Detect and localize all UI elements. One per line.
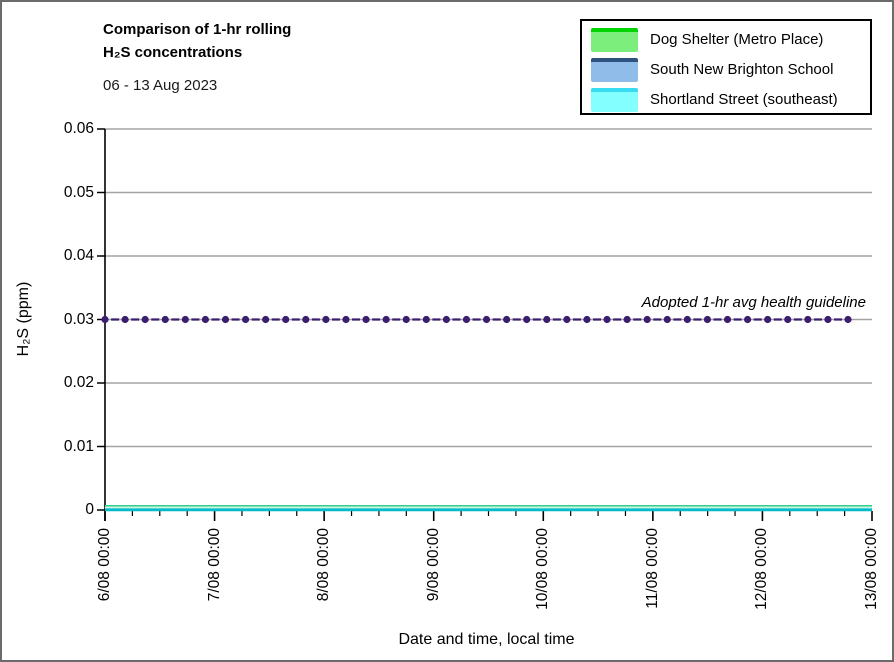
guideline-marker: [583, 315, 591, 324]
guideline-marker: [703, 315, 712, 324]
legend: Dog Shelter (Metro Place) South New Brig…: [580, 19, 872, 115]
legend-item: Dog Shelter (Metro Place): [591, 26, 870, 53]
guideline-marker: [723, 315, 732, 324]
guideline-marker: [382, 315, 390, 324]
guideline-marker: [663, 315, 671, 324]
guideline-marker: [503, 315, 511, 324]
guideline-marker: [523, 315, 531, 324]
x-tick-label: 7/08 00:00: [205, 528, 223, 602]
x-tick-label: 8/08 00:00: [315, 528, 333, 602]
guideline-marker: [322, 315, 330, 324]
legend-item: South New Brighton School: [591, 56, 870, 83]
guideline-marker: [804, 315, 812, 324]
legend-label: Shortland Street (southeast): [650, 91, 838, 108]
x-tick-label: 6/08 00:00: [96, 528, 113, 602]
guideline-marker: [683, 315, 691, 324]
y-tick-label: 0.02: [63, 374, 94, 391]
guideline-marker: [101, 315, 109, 324]
guideline-marker: [342, 315, 350, 324]
guideline-marker: [784, 315, 792, 324]
guideline-marker: [482, 315, 491, 324]
guideline-marker: [623, 315, 631, 324]
y-tick-label: 0: [85, 501, 94, 518]
guideline-marker: [141, 315, 149, 324]
y-tick-label: 0.06: [63, 120, 94, 137]
guideline-marker: [201, 315, 210, 324]
chart-date-range: 06 - 13 Aug 2023: [103, 77, 218, 94]
guideline-marker: [262, 315, 270, 324]
y-tick-label: 0.03: [63, 310, 94, 328]
x-axis-title: Date and time, local time: [398, 631, 575, 648]
legend-label: Dog Shelter (Metro Place): [650, 31, 824, 48]
guideline-marker: [563, 315, 571, 324]
chart-header: Comparison of 1-hr rolling H₂S concentra…: [103, 18, 291, 94]
guideline-marker: [302, 315, 310, 324]
x-tick-label: 12/08 00:00: [753, 528, 771, 610]
guideline-marker: [181, 315, 189, 324]
legend-swatch-south-new-brighton: [591, 57, 638, 82]
guideline-marker: [422, 315, 430, 324]
x-tick-label: 11/08 00:00: [643, 528, 661, 609]
guideline-marker: [743, 315, 752, 324]
guideline-marker: [362, 315, 370, 324]
guideline-annotation: Adopted 1-hr avg health guideline: [641, 294, 866, 311]
guideline-marker: [824, 315, 832, 324]
guideline-marker: [241, 315, 250, 324]
guideline-marker: [764, 315, 772, 324]
y-tick-label: 0.05: [63, 183, 94, 201]
guideline-marker: [161, 315, 169, 324]
legend-label: South New Brighton School: [650, 61, 834, 78]
guideline-marker: [221, 315, 230, 324]
legend-swatch-shortland-street: [591, 87, 638, 112]
guideline-marker: [442, 315, 450, 324]
guideline-marker: [543, 315, 551, 324]
x-tick-label: 10/08 00:00: [534, 528, 552, 610]
guideline-marker: [643, 315, 651, 324]
chart-title-line2: H₂S concentrations: [103, 44, 243, 61]
guideline-marker: [121, 315, 129, 324]
x-tick-label: 9/08 00:00: [424, 528, 442, 602]
y-axis-title: H₂S (ppm): [15, 281, 32, 357]
guideline-marker: [603, 315, 611, 324]
y-tick-label: 0.04: [63, 247, 94, 264]
y-tick-label: 0.01: [63, 437, 94, 455]
guideline-marker: [282, 315, 290, 324]
guideline-marker: [844, 315, 852, 324]
chart-title-line1: Comparison of 1-hr rolling: [103, 21, 292, 38]
guideline-marker: [462, 315, 471, 324]
guideline-marker: [402, 315, 410, 324]
legend-item: Shortland Street (southeast): [591, 86, 870, 113]
x-tick-label: 13/08 00:00: [863, 528, 880, 610]
legend-swatch-dog-shelter: [591, 27, 638, 52]
